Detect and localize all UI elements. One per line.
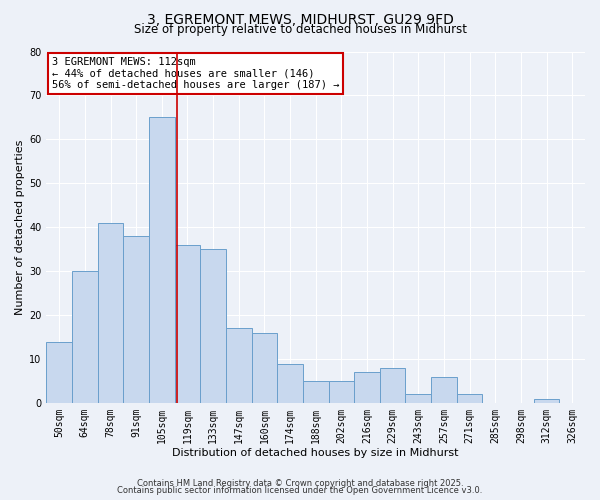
Bar	[46, 342, 72, 403]
Bar	[124, 236, 149, 403]
Text: Size of property relative to detached houses in Midhurst: Size of property relative to detached ho…	[133, 22, 467, 36]
Bar	[98, 223, 124, 403]
Text: Contains HM Land Registry data © Crown copyright and database right 2025.: Contains HM Land Registry data © Crown c…	[137, 478, 463, 488]
Bar	[303, 381, 329, 403]
Bar	[457, 394, 482, 403]
Bar	[277, 364, 303, 403]
Text: 3 EGREMONT MEWS: 112sqm
← 44% of detached houses are smaller (146)
56% of semi-d: 3 EGREMONT MEWS: 112sqm ← 44% of detache…	[52, 57, 339, 90]
Bar	[354, 372, 380, 403]
Bar	[72, 272, 98, 403]
Bar	[431, 377, 457, 403]
Y-axis label: Number of detached properties: Number of detached properties	[15, 140, 25, 315]
Text: Contains public sector information licensed under the Open Government Licence v3: Contains public sector information licen…	[118, 486, 482, 495]
Bar	[406, 394, 431, 403]
Text: 3, EGREMONT MEWS, MIDHURST, GU29 9FD: 3, EGREMONT MEWS, MIDHURST, GU29 9FD	[146, 12, 454, 26]
Bar	[251, 333, 277, 403]
Bar	[226, 328, 251, 403]
Bar	[149, 118, 175, 403]
X-axis label: Distribution of detached houses by size in Midhurst: Distribution of detached houses by size …	[172, 448, 459, 458]
Bar	[200, 250, 226, 403]
Bar	[380, 368, 406, 403]
Bar	[534, 399, 559, 403]
Bar	[329, 381, 354, 403]
Bar	[175, 245, 200, 403]
